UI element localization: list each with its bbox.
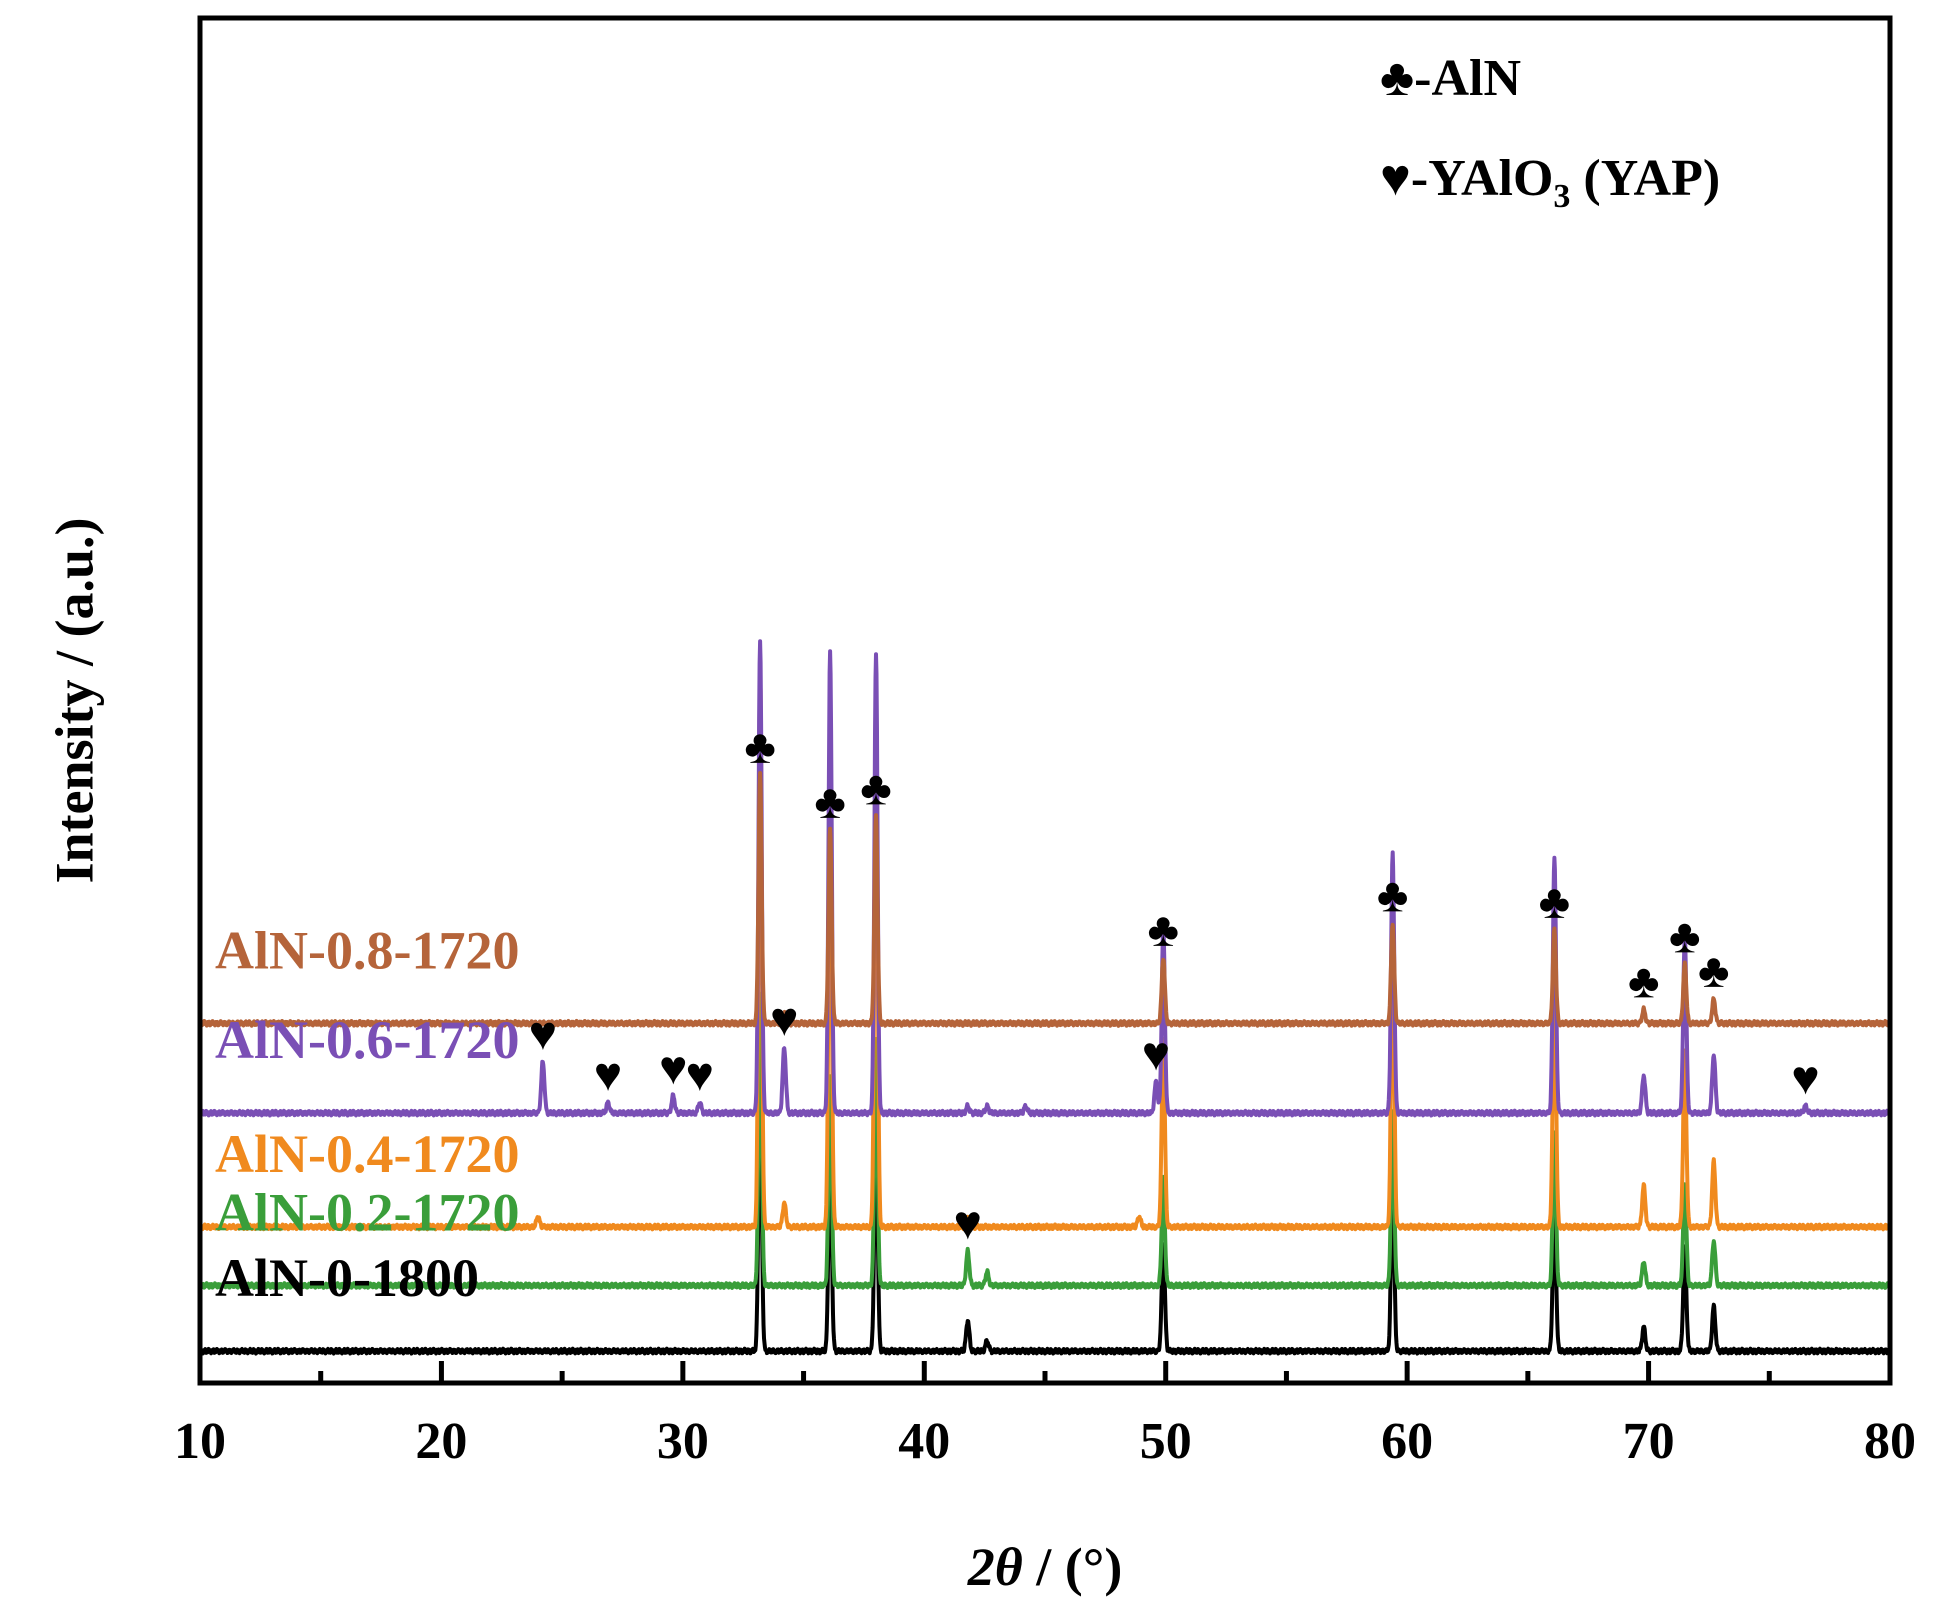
x-axis-label-unit: / (°) [1023,1537,1123,1597]
series-line-aln-0-6-1720 [198,639,1892,1118]
yap-peak-marker: ♥ [1791,1052,1820,1105]
series-line-aln-0-8-1720 [198,771,1892,1028]
aln-peak-marker: ♣ [1148,904,1180,957]
y-axis-label: Intensity / (a.u.) [44,517,104,883]
aln-peak-marker: ♣ [860,762,892,815]
aln-peak-marker: ♣ [1628,956,1660,1009]
yap-peak-marker: ♥ [659,1042,688,1095]
aln-peak-marker: ♣ [1539,876,1571,929]
legend-symbol-club: ♣ [1380,50,1414,107]
x-tick-label: 30 [657,1413,709,1470]
x-axis-label-symbol: 2θ [967,1537,1023,1597]
series-group [198,639,1892,1356]
x-tick-label: 20 [415,1413,467,1470]
x-tick-group: 10 20 30 40 50 60 70 80 [174,1361,1916,1470]
series-label-aln-0-2-1720: AlN-0.2-1720 [215,1183,519,1243]
x-axis-label: 2θ / (°) [967,1537,1123,1597]
series-line-aln-0-4-1720 [198,666,1892,1232]
legend-label-aln: -AlN [1414,50,1521,107]
series-label-aln-0-4-1720: AlN-0.4-1720 [215,1124,519,1184]
x-tick-label: 60 [1381,1413,1433,1470]
series-label-aln-0-1800: AlN-0-1800 [215,1248,479,1308]
legend-label-yap-main: -YAlO [1411,150,1554,207]
series-label-aln-0-8-1720: AlN-0.8-1720 [215,920,519,980]
yap-peak-marker: ♥ [686,1049,715,1102]
legend-symbol-heart: ♥ [1380,150,1411,207]
series-line-aln-0-1800 [198,1062,1892,1356]
yap-peak-marker: ♥ [594,1049,623,1102]
legend-entry-aln: ♣-AlN [1380,50,1521,107]
aln-peak-marker: ♣ [1698,945,1730,998]
legend-entry-yap: ♥-YAlO3 (YAP) [1380,150,1720,215]
x-tick-label: 10 [174,1413,226,1470]
legend-label-yap-sub: 3 [1553,178,1570,215]
legend-label-yap-tail: (YAP) [1570,150,1720,207]
yap-peak-marker: ♥ [1142,1028,1171,1081]
aln-peak-marker: ♣ [1669,911,1701,964]
series-label-aln-0-6-1720: AlN-0.6-1720 [215,1010,519,1070]
peak-annotation-group: ♣♣ ♣♣♣ ♣♣♣♣♥♥ ♥♥♥♥ ♥♥ [529,721,1820,1250]
legend: ♣-AlN♥-YAlO3 (YAP) [1380,50,1720,215]
x-tick-label: 80 [1864,1413,1916,1470]
x-tick-label: 70 [1623,1413,1675,1470]
aln-peak-marker: ♣ [1377,869,1409,922]
aln-peak-marker: ♣ [814,776,846,829]
yap-peak-marker: ♥ [770,994,799,1047]
aln-peak-marker: ♣ [744,721,776,774]
x-tick-label: 40 [898,1413,950,1470]
x-tick-label: 50 [1140,1413,1192,1470]
series-line-aln-0-2-1720 [198,991,1892,1290]
yap-peak-marker: ♥ [529,1007,558,1060]
yap-peak-marker: ♥ [953,1197,982,1250]
